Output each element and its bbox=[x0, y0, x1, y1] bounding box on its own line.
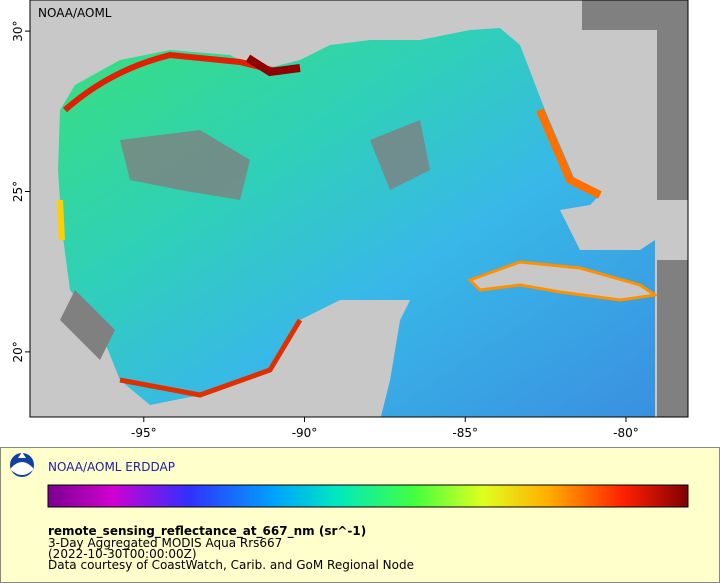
variable: remote_sensing_reflectance_at_667_nm (sr… bbox=[48, 524, 366, 539]
credit: Data courtesy of CoastWatch, Carib. and … bbox=[48, 558, 414, 572]
dataset: 3-Day Aggregated MODIS Aqua Rrs667 bbox=[48, 536, 282, 550]
y-tick-label: 25° bbox=[11, 181, 25, 202]
x-tick-label: -80° bbox=[613, 426, 639, 440]
noaa-logo bbox=[10, 452, 34, 477]
x-tick-label: -95° bbox=[131, 426, 157, 440]
map-frame bbox=[29, 0, 689, 418]
corner-label: NOAA/AOML bbox=[38, 6, 112, 20]
x-tick-label: -85° bbox=[452, 426, 478, 440]
legend-title: NOAA/AOML ERDDAP bbox=[48, 460, 175, 474]
colorbar bbox=[47, 484, 689, 508]
map-image bbox=[30, 0, 688, 417]
time: (2022-10-30T00:00:00Z) bbox=[48, 547, 197, 561]
x-tick-label: -90° bbox=[292, 426, 318, 440]
y-tick-label: 20° bbox=[11, 341, 25, 362]
y-tick-label: 30° bbox=[11, 20, 25, 41]
